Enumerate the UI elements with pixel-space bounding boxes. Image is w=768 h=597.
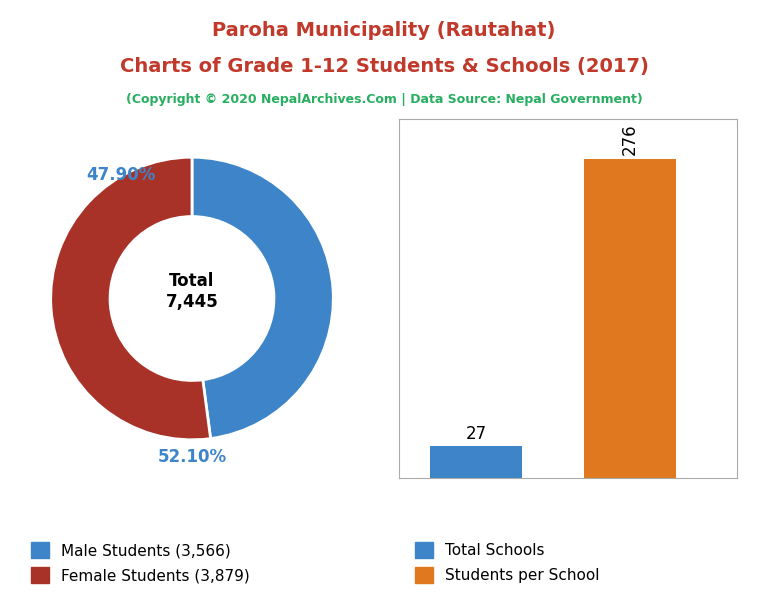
Text: Total
7,445: Total 7,445	[166, 272, 218, 311]
Text: 47.90%: 47.90%	[87, 166, 156, 184]
Text: (Copyright © 2020 NepalArchives.Com | Data Source: Nepal Government): (Copyright © 2020 NepalArchives.Com | Da…	[126, 93, 642, 106]
Wedge shape	[51, 157, 210, 440]
Text: Paroha Municipality (Rautahat): Paroha Municipality (Rautahat)	[212, 21, 556, 40]
Bar	[430, 447, 522, 478]
Text: 52.10%: 52.10%	[157, 448, 227, 466]
Legend: Male Students (3,566), Female Students (3,879): Male Students (3,566), Female Students (…	[31, 542, 250, 583]
Text: 276: 276	[621, 124, 639, 155]
Wedge shape	[192, 157, 333, 439]
Text: Charts of Grade 1-12 Students & Schools (2017): Charts of Grade 1-12 Students & Schools …	[120, 57, 648, 76]
Bar	[584, 159, 676, 478]
Text: 27: 27	[465, 425, 487, 443]
Legend: Total Schools, Students per School: Total Schools, Students per School	[415, 542, 600, 583]
